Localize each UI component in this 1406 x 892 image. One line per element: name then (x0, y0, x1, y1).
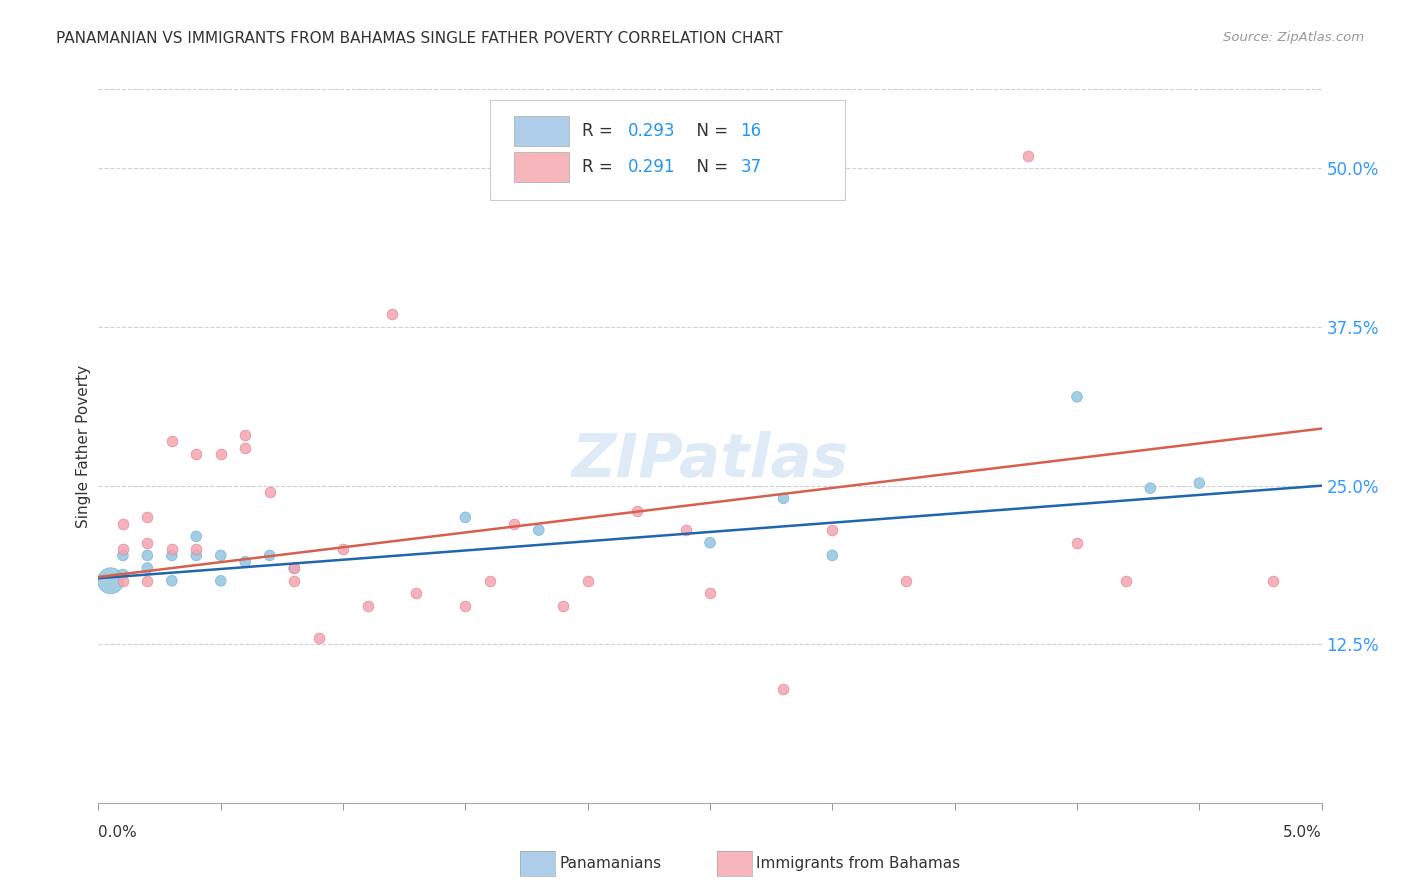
Text: 5.0%: 5.0% (1282, 825, 1322, 840)
Point (136, 574, 159, 588)
Point (356, 599, 378, 614)
Point (136, 549, 159, 563)
Point (503, 516, 526, 531)
Point (332, 542, 354, 557)
Text: N =: N = (686, 122, 733, 140)
Point (1066, 535, 1088, 549)
Point (233, 428, 256, 442)
Text: R =: R = (582, 122, 617, 140)
Point (405, 586, 427, 600)
Point (111, 567, 134, 582)
Point (1261, 574, 1284, 588)
Text: 0.0%: 0.0% (98, 825, 138, 840)
Text: N =: N = (686, 158, 733, 176)
Point (699, 586, 721, 600)
Point (821, 523, 844, 537)
Point (233, 555, 256, 569)
Text: 37: 37 (741, 158, 762, 176)
Point (283, 561, 305, 575)
Point (772, 681, 794, 696)
FancyBboxPatch shape (515, 116, 569, 146)
Point (454, 510, 477, 524)
Point (136, 561, 159, 575)
Point (454, 599, 477, 614)
Text: 0.291: 0.291 (628, 158, 675, 176)
Point (1115, 574, 1137, 588)
Point (100, 574, 122, 588)
Point (821, 549, 844, 563)
Point (1139, 481, 1161, 495)
Text: ZIPatlas: ZIPatlas (571, 431, 849, 490)
Point (772, 491, 794, 506)
Point (111, 516, 134, 531)
Point (209, 549, 232, 563)
Point (160, 574, 183, 588)
Point (1066, 390, 1088, 404)
FancyBboxPatch shape (489, 100, 845, 200)
Point (381, 307, 404, 321)
Point (259, 549, 281, 563)
Point (111, 542, 134, 557)
Point (283, 561, 305, 575)
FancyBboxPatch shape (515, 152, 569, 182)
Point (186, 549, 208, 563)
Point (675, 523, 697, 537)
Point (186, 529, 208, 543)
Text: R =: R = (582, 158, 617, 176)
Point (699, 535, 721, 549)
Point (1017, 149, 1039, 163)
Point (553, 599, 575, 614)
Point (283, 574, 305, 588)
Point (160, 542, 183, 557)
Point (136, 510, 159, 524)
Text: 0.293: 0.293 (628, 122, 675, 140)
Point (160, 434, 183, 449)
Text: Panamanians: Panamanians (560, 856, 662, 871)
Text: 16: 16 (741, 122, 762, 140)
Point (478, 574, 501, 588)
Point (894, 574, 917, 588)
Text: Immigrants from Bahamas: Immigrants from Bahamas (756, 856, 960, 871)
Point (111, 549, 134, 563)
Point (527, 523, 550, 537)
Point (308, 631, 330, 645)
Point (576, 574, 599, 588)
Text: Source: ZipAtlas.com: Source: ZipAtlas.com (1223, 31, 1364, 45)
Point (111, 574, 134, 588)
Point (233, 441, 256, 455)
Point (259, 485, 281, 500)
Y-axis label: Single Father Poverty: Single Father Poverty (76, 365, 91, 527)
Point (186, 447, 208, 461)
Point (209, 574, 232, 588)
Point (136, 535, 159, 549)
Text: PANAMANIAN VS IMMIGRANTS FROM BAHAMAS SINGLE FATHER POVERTY CORRELATION CHART: PANAMANIAN VS IMMIGRANTS FROM BAHAMAS SI… (56, 31, 783, 46)
Point (160, 549, 183, 563)
Point (186, 542, 208, 557)
Point (1188, 476, 1211, 491)
Point (626, 504, 648, 518)
Point (209, 447, 232, 461)
